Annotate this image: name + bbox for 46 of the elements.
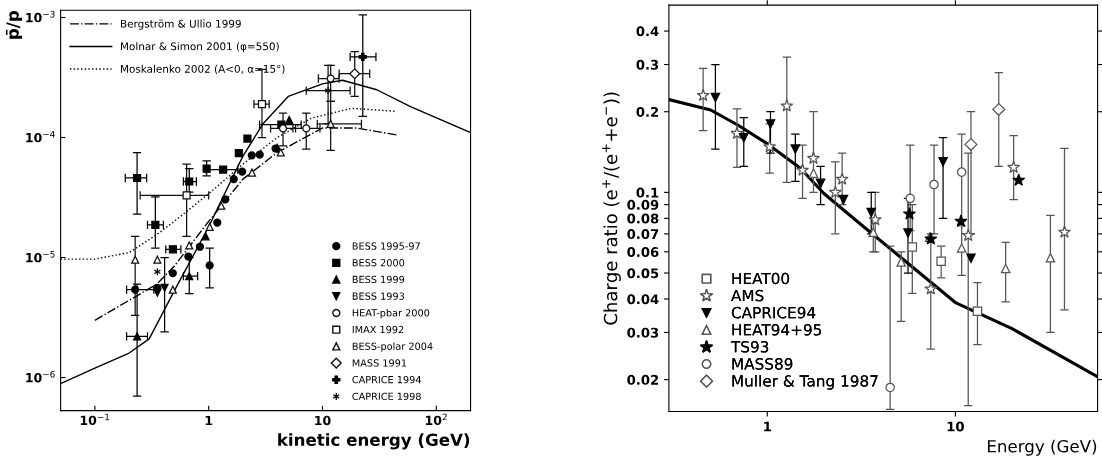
- x-tick-label: 10$^{−1}$: [80, 413, 110, 426]
- legend-label: CAPRICE 1998: [352, 392, 421, 401]
- y-axis-title: p̄/p: [5, 10, 23, 39]
- legend-label: MASS89: [732, 358, 793, 370]
- x-tick-label: 10$^{2}$: [425, 413, 447, 426]
- y-axis-title: Charge ratio (e$^{+}$/(e$^{+}$+e$^{−}$)): [602, 92, 621, 325]
- legend-label: AMS: [731, 289, 764, 302]
- y-tick-label: 10$^{−6}$: [26, 370, 55, 383]
- y-tick-label: 0.06: [627, 247, 659, 258]
- legend-label: BESS 1999: [352, 275, 405, 284]
- y-tick-label: 0.4: [636, 26, 659, 37]
- legend-label: Bergström & Ullio 1999: [121, 19, 241, 30]
- y-tick-label: 0.02: [627, 374, 659, 385]
- x-tick-label: 10: [315, 415, 331, 426]
- y-tick-label: 10$^{−5}$: [26, 251, 55, 263]
- legend-label: Molnar & Simon 2001 (φ=550): [121, 42, 279, 53]
- y-tick-label: 0.05: [627, 268, 659, 279]
- y-tick-label: 0.3: [636, 59, 659, 70]
- y-tick-label: 0.03: [627, 327, 659, 338]
- legend-label: BESS-polar 2004: [352, 342, 433, 352]
- legend-label: BESS 1995-97: [352, 242, 420, 250]
- legend-label: IMAX 1992: [352, 325, 404, 334]
- legend-label: CAPRICE94: [731, 306, 816, 319]
- legend-label: Muller & Tang 1987: [732, 374, 878, 390]
- x-axis-title: Energy (GeV): [988, 439, 1097, 456]
- y-tick-label: 0.2: [636, 106, 659, 117]
- legend-label: HEAT-pbar 2000: [352, 308, 430, 319]
- legend-label: BESS 2000: [352, 259, 405, 267]
- y-tick-label: 0.04: [627, 294, 659, 305]
- x-tick-label: 1: [205, 415, 213, 425]
- legend-label: TS93: [730, 341, 769, 353]
- x-tick-label: 1: [764, 421, 771, 432]
- legend-label: HEAT00: [732, 272, 790, 285]
- legend-label: HEAT94+95: [732, 323, 822, 336]
- y-tick-label: 0.1: [636, 187, 659, 198]
- x-axis-title: kinetic energy (GeV): [278, 433, 470, 450]
- legend-label: CAPRICE 1994: [352, 375, 421, 384]
- x-tick-label: 10: [947, 421, 964, 432]
- y-tick-label: 10$^{−3}$: [26, 10, 55, 23]
- y-tick-label: 0.09: [627, 199, 659, 210]
- legend-label: Moskalenko 2002 (A<0, α=15°): [121, 64, 285, 75]
- y-tick-label: 0.08: [627, 213, 659, 224]
- legend-label: BESS 1993: [352, 292, 405, 300]
- y-tick-label: 0.07: [627, 229, 659, 240]
- y-tick-label: 10$^{−4}$: [26, 131, 55, 143]
- legend-label: MASS 1991: [352, 359, 407, 367]
